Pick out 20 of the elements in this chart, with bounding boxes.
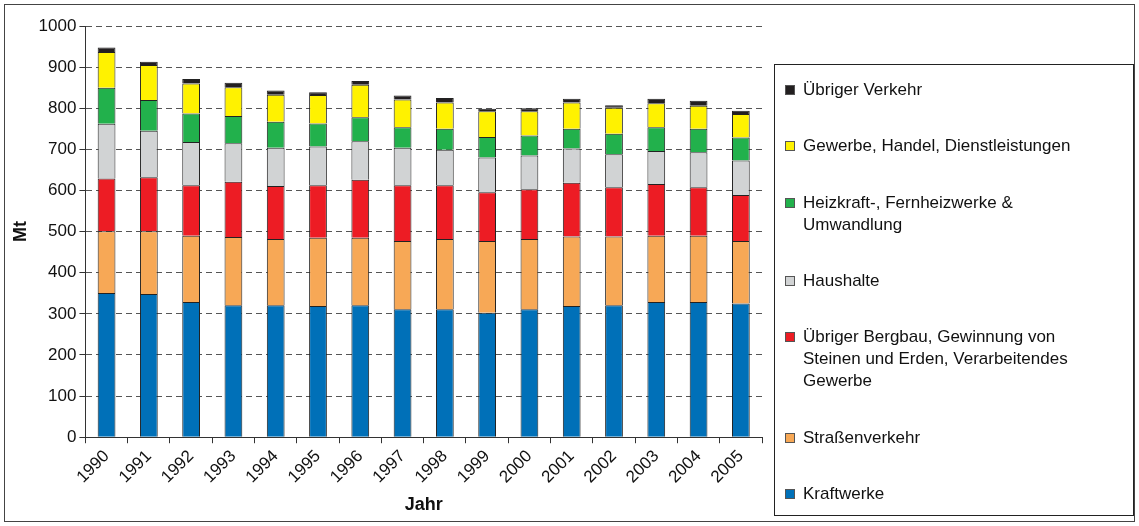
y-tick-label: 800 xyxy=(48,97,77,117)
y-tick-label: 300 xyxy=(48,303,77,323)
y-tick-label: 500 xyxy=(48,221,77,241)
legend-label: Straßenverkehr xyxy=(803,426,921,449)
legend-label: Haushalte xyxy=(803,270,880,292)
x-axis-title: Jahr xyxy=(404,494,443,515)
y-tick-label: 100 xyxy=(48,385,77,405)
legend-label: Heizkraft-, Fernheizwerke & Umwandlung xyxy=(803,191,1014,236)
y-tick-label: 900 xyxy=(48,56,77,76)
y-tick-label: 600 xyxy=(48,180,77,200)
legend-label: Gewerbe, Handel, Dienstleistungen xyxy=(803,135,1071,158)
y-tick-label: 1000 xyxy=(38,15,77,35)
y-tick-label: 700 xyxy=(48,139,77,159)
y-tick-label: 0 xyxy=(66,426,77,446)
legend-label: Übriger Verkehr xyxy=(803,79,923,101)
y-axis-title: Mt xyxy=(9,221,30,243)
legend-label: Übriger Bergbau, Gewinnung von Steinen und Erden, Verarbeitendes Gewerbe xyxy=(803,326,1069,393)
y-tick-label: 400 xyxy=(48,262,77,282)
legend-label: Kraftwerke xyxy=(803,482,885,505)
y-tick-label: 200 xyxy=(48,344,77,364)
